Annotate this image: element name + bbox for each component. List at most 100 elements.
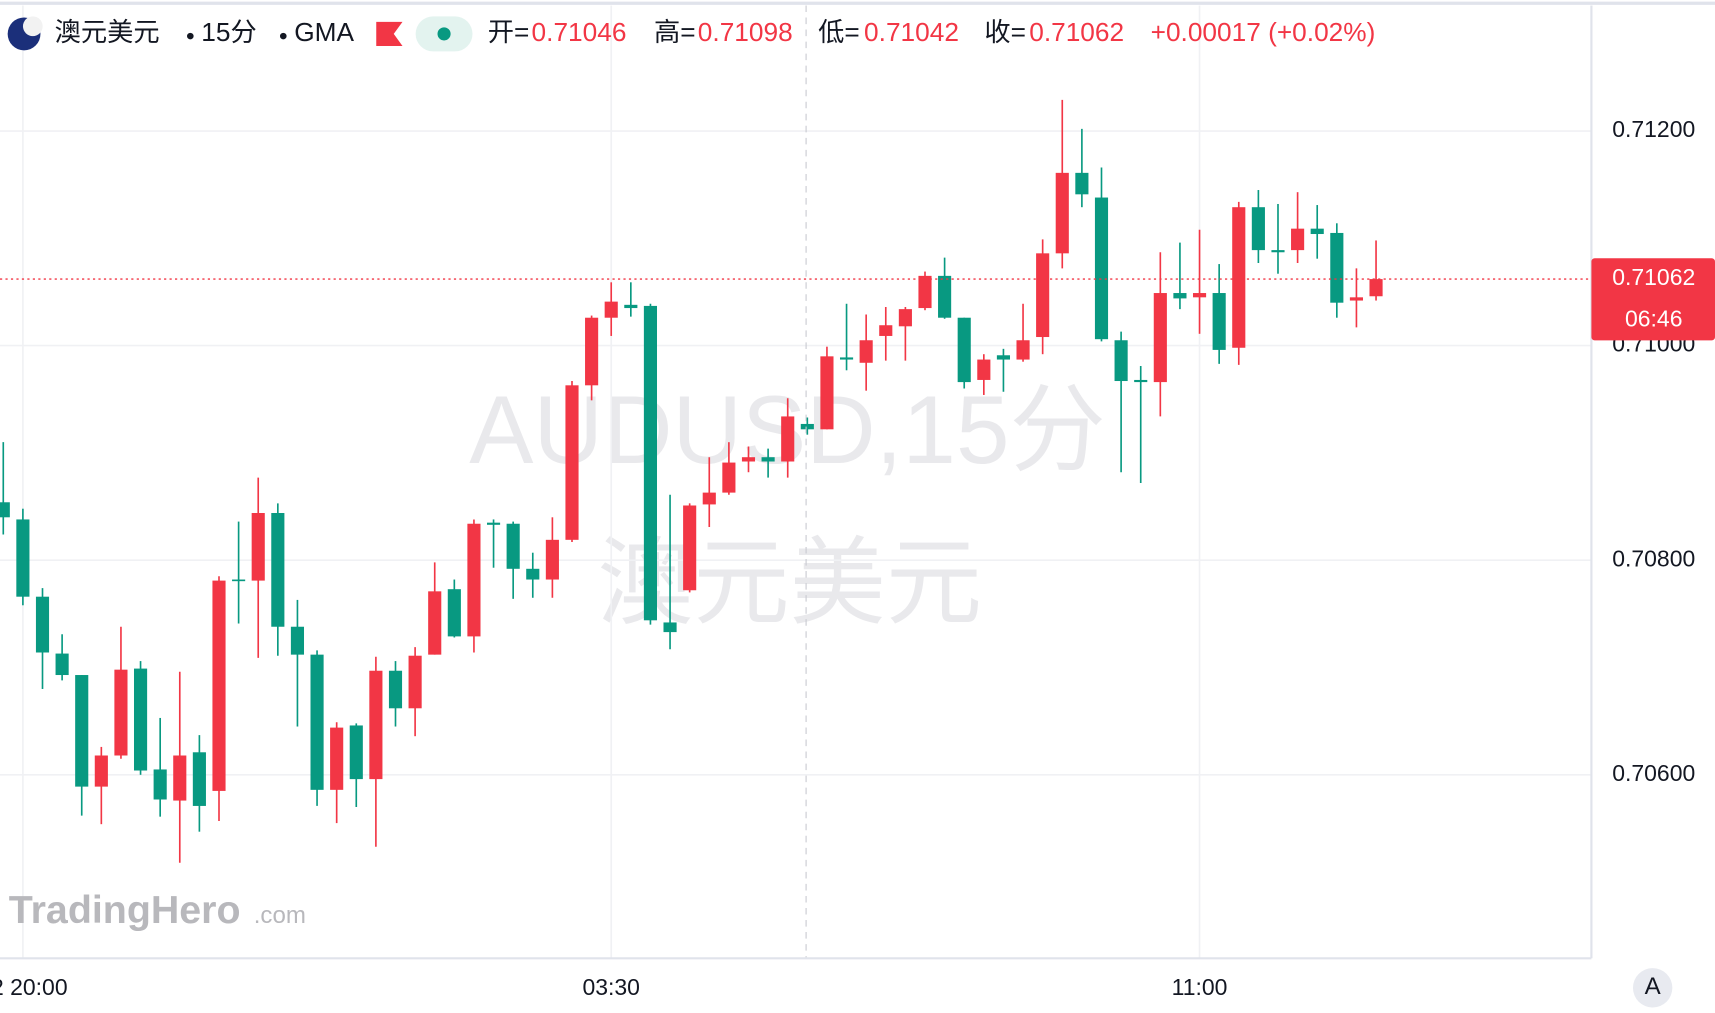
candle-body xyxy=(879,325,893,336)
candle-body xyxy=(781,416,795,462)
candle-body xyxy=(114,669,128,756)
candle-body xyxy=(545,539,559,580)
candle-body xyxy=(0,502,10,518)
ohlc-value: 0.71062 xyxy=(1029,17,1124,47)
candle-body xyxy=(859,340,873,363)
candle-body xyxy=(938,275,952,318)
candle-body xyxy=(800,423,814,430)
candle-body xyxy=(820,356,834,430)
ohlc-value: 0.71046 xyxy=(532,17,627,47)
candle-body xyxy=(741,457,756,462)
logo: TradingHero .com xyxy=(9,888,306,932)
candle-body xyxy=(1036,253,1050,338)
candle-body xyxy=(565,385,579,540)
candle-body xyxy=(839,357,854,360)
candle-body xyxy=(1232,207,1246,348)
flag-icon xyxy=(22,16,43,37)
candle-body xyxy=(1369,279,1383,297)
ohlc-label: 低= xyxy=(818,17,860,47)
y-tick-label: 0.70800 xyxy=(1612,545,1695,571)
candle-body xyxy=(1055,172,1069,254)
countdown: 06:46 xyxy=(1625,306,1682,332)
candle-body xyxy=(1310,228,1324,235)
candle-body xyxy=(1094,197,1109,340)
candle-body xyxy=(1153,293,1167,383)
auto-scale-button[interactable] xyxy=(1632,968,1673,1008)
candle-body xyxy=(506,523,520,569)
candle-body xyxy=(192,752,206,806)
separator xyxy=(280,32,287,40)
x-tick-label: 11:00 xyxy=(1172,974,1228,1000)
candle-body xyxy=(75,675,89,787)
candle-body xyxy=(330,727,344,790)
candle-body xyxy=(16,519,30,597)
candle-body xyxy=(55,653,69,676)
candle-body xyxy=(251,513,265,581)
auto-scale-label[interactable]: A xyxy=(1645,973,1661,1000)
candle-body xyxy=(604,301,618,318)
candle-body xyxy=(1271,250,1285,253)
candle-body xyxy=(1251,207,1265,251)
plot-area xyxy=(0,5,1592,959)
ohlc-value: 0.71042 xyxy=(864,17,959,47)
change: +0.00017 (+0.02%) xyxy=(1151,17,1376,47)
candle-body xyxy=(428,591,442,655)
candle-body xyxy=(1349,297,1363,301)
candle-body xyxy=(1192,293,1207,298)
candle-body xyxy=(977,359,991,380)
ohlc-label: 高= xyxy=(654,17,696,47)
candle-body xyxy=(663,622,677,633)
candle-body xyxy=(290,626,305,655)
candle-body xyxy=(1114,340,1128,382)
candle-body xyxy=(35,596,50,653)
x-tick-label: 03:30 xyxy=(582,974,639,1000)
candle-body xyxy=(918,275,932,309)
candle-body xyxy=(1016,340,1030,360)
candle-body xyxy=(1173,293,1187,299)
x-tick-label: 02 20:00 xyxy=(0,974,68,1000)
watermark-line: 澳元美元 xyxy=(597,530,982,637)
y-tick-label: 0.70600 xyxy=(1612,760,1695,786)
candle-body xyxy=(1212,293,1226,350)
candle-body xyxy=(467,523,481,637)
candle-body xyxy=(957,317,971,383)
candle-body xyxy=(683,505,697,591)
candle-body xyxy=(310,654,324,790)
price-tag xyxy=(1591,258,1715,341)
candle-body xyxy=(761,457,775,462)
market-flag xyxy=(376,21,403,46)
candle-body xyxy=(898,309,912,327)
candle-body xyxy=(349,725,363,780)
ohlc-label: 开= xyxy=(488,17,530,47)
candle-body xyxy=(153,769,167,800)
candle-body xyxy=(212,580,226,791)
logo-suffix: .com xyxy=(254,902,306,929)
candle-body xyxy=(996,355,1011,360)
interval: 15分 xyxy=(201,17,256,47)
candle-body xyxy=(643,305,658,621)
separator xyxy=(187,32,194,40)
candle-body xyxy=(702,492,716,505)
candle-body xyxy=(526,568,540,580)
candle-body xyxy=(271,513,285,627)
source: GMA xyxy=(294,17,354,47)
ohlc-value: 0.71098 xyxy=(698,17,793,47)
candle-body xyxy=(1291,228,1305,251)
candle-body xyxy=(369,670,383,780)
legend-header: 澳元美元 15分 GMA 开= 0.71046 高= 0.71098 低= 0.… xyxy=(7,16,1376,52)
candle-body xyxy=(585,317,599,386)
candle-body xyxy=(173,755,187,801)
candle-body xyxy=(486,522,501,525)
candle-body xyxy=(133,668,148,771)
candle-body xyxy=(232,579,246,582)
candle-body xyxy=(1075,172,1089,195)
candle-body xyxy=(722,462,736,493)
candle-body xyxy=(1330,232,1344,303)
candle-body xyxy=(408,655,422,709)
candle-body xyxy=(94,755,108,787)
logo-name: TradingHero xyxy=(9,888,241,932)
ohlc-label: 收= xyxy=(984,17,1026,47)
candle-body xyxy=(624,304,638,309)
